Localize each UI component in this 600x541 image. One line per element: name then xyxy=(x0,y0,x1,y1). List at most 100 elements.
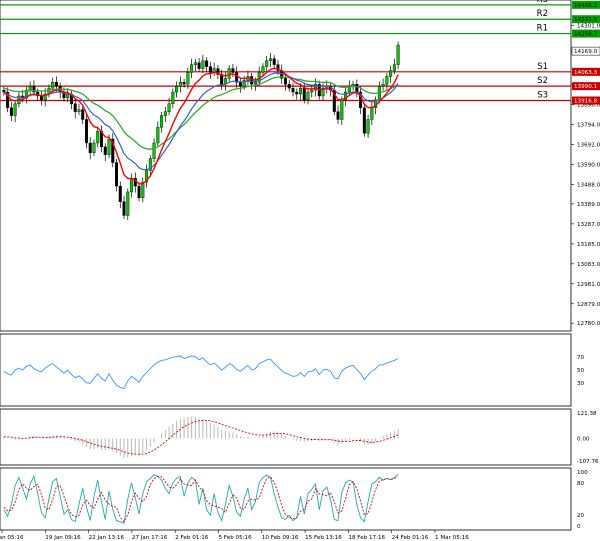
candle-body xyxy=(145,170,149,183)
stochastic-tick-label: 80 xyxy=(577,481,585,487)
macd-signal-line xyxy=(3,419,399,455)
level-value-s1: 14063.3 xyxy=(574,70,598,76)
level-label-r1: R1 xyxy=(537,24,548,34)
candle-body xyxy=(389,70,393,77)
candle-body xyxy=(163,111,167,116)
ma-slow-line xyxy=(3,76,399,150)
x-tick-label: 19 Jan 09:16 xyxy=(45,535,81,541)
candle-body xyxy=(107,138,111,155)
x-tick-label: 2 Feb 01:16 xyxy=(175,535,209,541)
level-value-r3: 14405.2 xyxy=(574,3,597,9)
candle-body xyxy=(66,93,70,99)
candle-body xyxy=(272,58,276,65)
candle-body xyxy=(310,89,314,93)
level-value-s2: 13990.1 xyxy=(574,84,598,90)
price-tick-label: 13185.0 xyxy=(577,242,600,248)
level-value-s3: 13916.8 xyxy=(574,99,598,105)
stoch-panel-frame xyxy=(0,467,572,531)
candle-body xyxy=(295,91,299,95)
price-tick-label: 14301.0 xyxy=(577,23,600,29)
candle-body xyxy=(137,185,141,199)
price-tick-label: 12879.0 xyxy=(577,302,600,308)
candle-body xyxy=(216,68,220,75)
candle-body xyxy=(197,62,201,69)
price-tick-label: 13389.0 xyxy=(577,202,600,208)
stochastic-tick-label: 100 xyxy=(577,470,588,476)
candle-body xyxy=(340,99,344,120)
stochastic-line xyxy=(3,473,399,524)
x-tick-label: 1 Mar 05:16 xyxy=(435,535,469,541)
candle-body xyxy=(156,127,160,144)
price-tick-label: 13287.0 xyxy=(577,222,600,228)
candle-body xyxy=(130,178,134,193)
candle-body xyxy=(171,91,175,105)
candle-body xyxy=(265,60,269,67)
candle-body xyxy=(77,109,81,112)
candle-body xyxy=(291,87,295,93)
candle-body xyxy=(366,119,370,134)
macd-tick-label: 121.38 xyxy=(577,411,597,417)
x-tick-label: Jan 05:16 xyxy=(0,535,24,541)
candle-body xyxy=(43,93,47,101)
candle-body xyxy=(160,115,164,128)
candle-body xyxy=(302,87,306,101)
level-badge-s3 xyxy=(572,96,600,105)
x-tick-label: 10 Feb 09:16 xyxy=(262,535,299,541)
candle-body xyxy=(396,44,400,65)
candle-body xyxy=(54,82,58,87)
candle-body xyxy=(227,68,231,79)
candle-body xyxy=(238,82,242,87)
x-tick-label: 27 Jan 17:16 xyxy=(132,535,168,541)
candle-body xyxy=(39,95,43,101)
candle-body xyxy=(148,158,152,171)
candle-body xyxy=(355,84,359,93)
candle-body xyxy=(299,87,303,95)
candle-body xyxy=(201,60,205,69)
current-price-badge xyxy=(571,46,600,56)
price-panel-frame xyxy=(0,0,572,332)
level-value-r2: 14331.9 xyxy=(574,17,598,23)
x-tick-label: 15 Feb 13:16 xyxy=(305,535,342,541)
stochastic-tick-label: 0 xyxy=(577,524,581,530)
level-label-r2: R2 xyxy=(537,9,548,19)
candle-body xyxy=(250,76,254,85)
candle-body xyxy=(167,103,171,112)
candle-body xyxy=(51,82,55,89)
candle-body xyxy=(344,91,348,101)
ma-fast-line xyxy=(3,67,399,185)
x-tick-label: 24 Feb 01:16 xyxy=(392,535,429,541)
price-tick-label: 12780.0 xyxy=(577,321,600,327)
level-badge-r1 xyxy=(572,29,600,38)
oscillator-layer xyxy=(3,355,399,524)
level-label-r3: R3 xyxy=(537,0,548,5)
price-tick-label: 13896.0 xyxy=(577,103,600,109)
candle-body xyxy=(381,84,385,87)
rsi-line xyxy=(3,355,399,390)
candle-body xyxy=(141,181,145,199)
candle-body xyxy=(178,82,182,87)
candle-body xyxy=(276,64,280,71)
candle-body xyxy=(205,60,209,67)
candle-body xyxy=(126,191,130,216)
candle-body xyxy=(186,72,190,85)
price-layer: R3 R2 R1 S1 S2 S3 xyxy=(0,0,571,220)
candle-body xyxy=(2,89,6,93)
candle-body xyxy=(152,142,156,159)
candle-body xyxy=(362,107,366,134)
candle-body xyxy=(182,82,186,85)
stochastic-signal-line xyxy=(3,475,399,523)
candle-body xyxy=(115,162,119,187)
candle-body xyxy=(190,64,194,73)
candle-body xyxy=(28,85,32,91)
candle-body xyxy=(385,76,389,85)
level-label-s1: S1 xyxy=(537,62,548,72)
candle-body xyxy=(321,87,325,97)
candle-body xyxy=(314,84,318,91)
x-tick-label: 18 Feb 17:16 xyxy=(348,535,385,541)
candle-body xyxy=(122,201,126,216)
price-tick-label: 13590.0 xyxy=(577,163,600,169)
rsi-tick-label: 30 xyxy=(577,381,585,387)
price-tick-label: 12981.0 xyxy=(577,282,600,288)
